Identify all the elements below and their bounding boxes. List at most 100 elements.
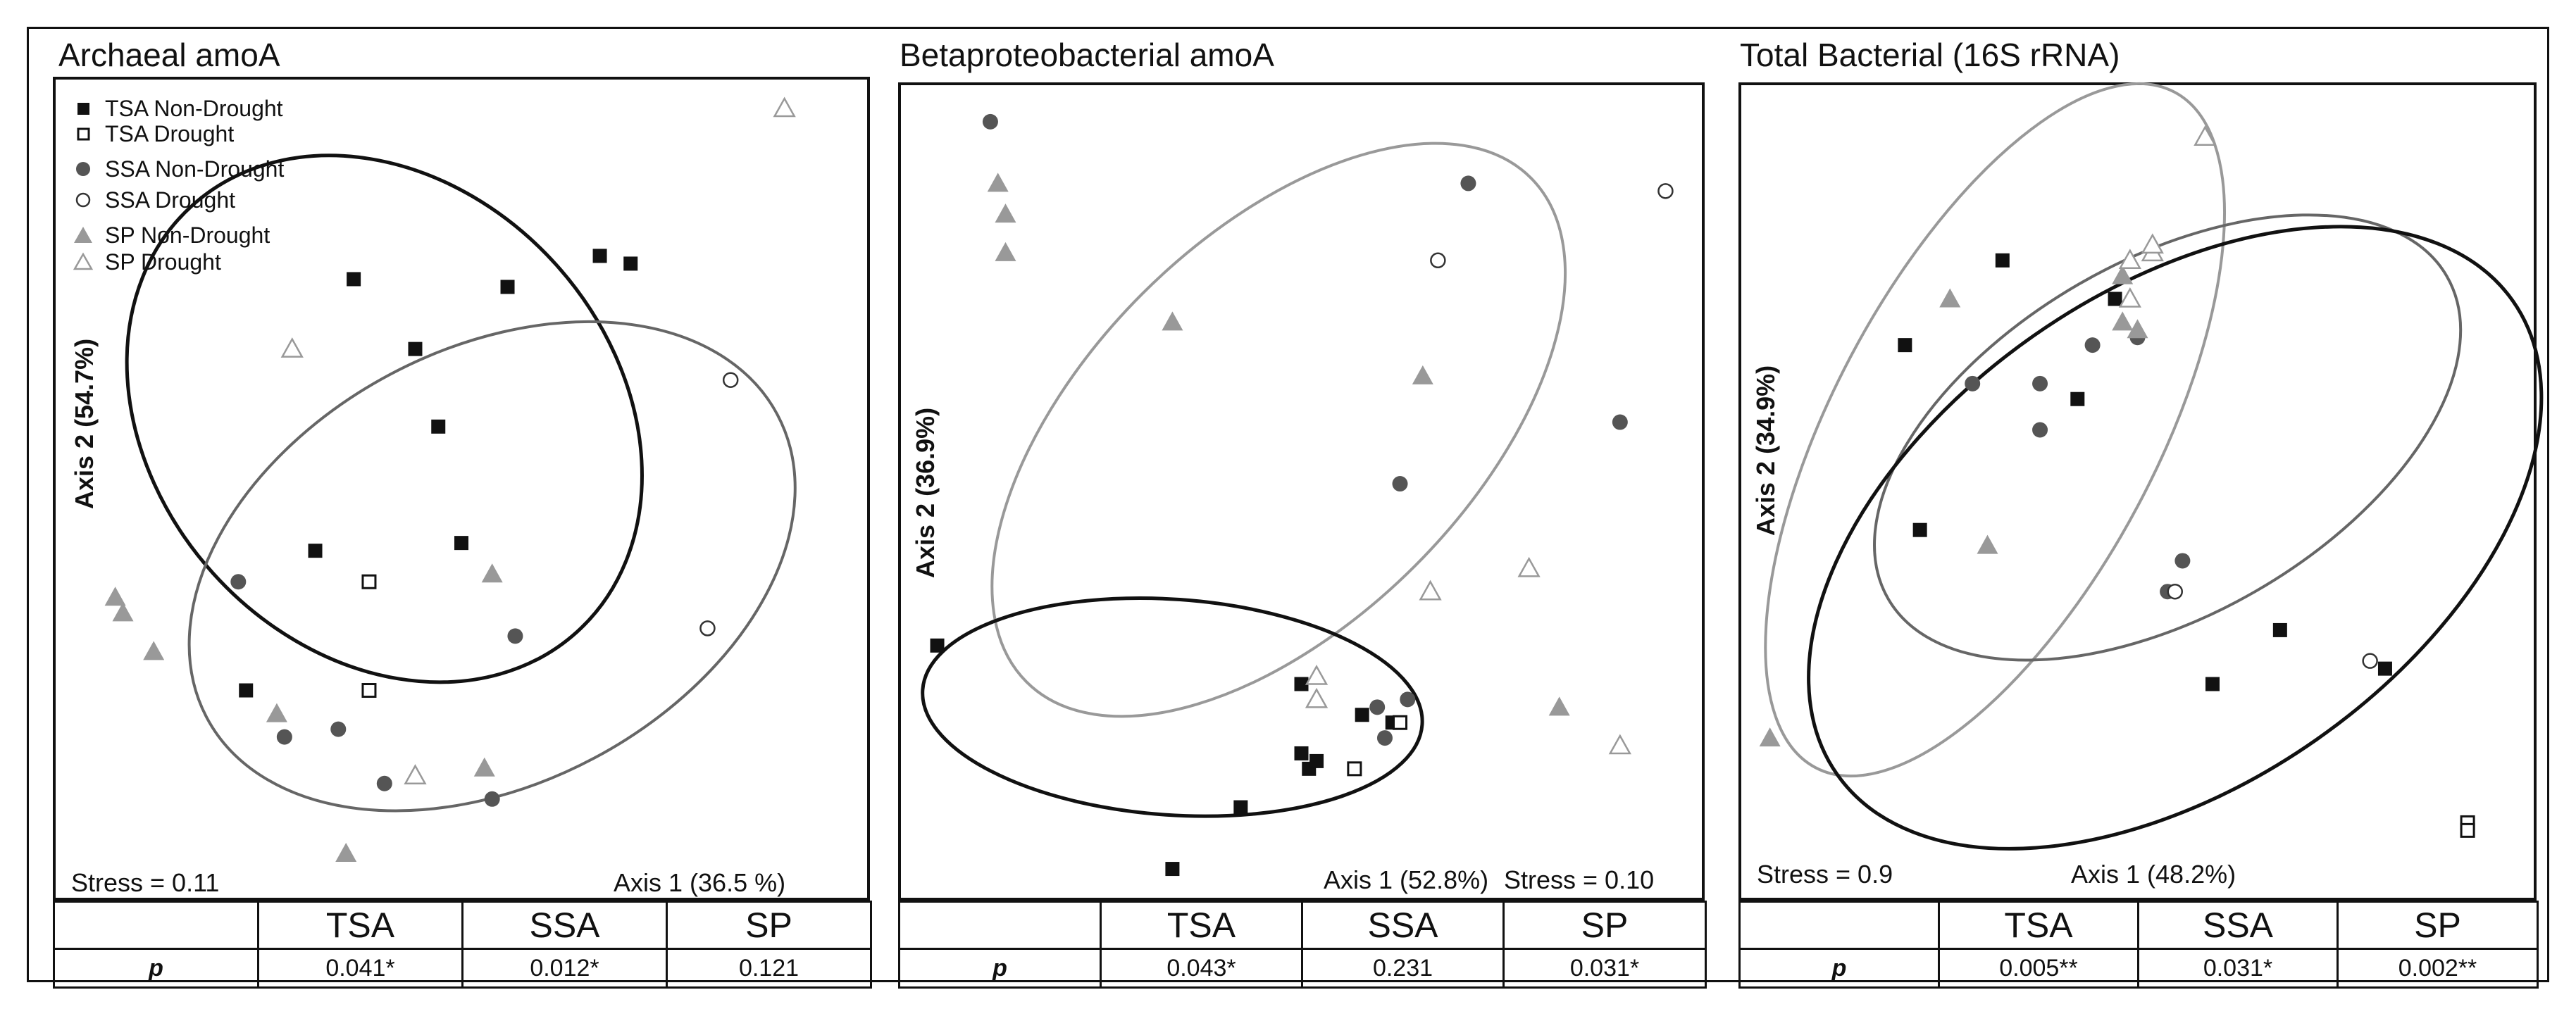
- table-header-ssa: SSA: [1301, 901, 1505, 950]
- legend-item-ssa-nondrought: SSA Non-Drought: [73, 154, 284, 184]
- data-point: [2118, 249, 2141, 270]
- data-point: [404, 764, 427, 784]
- table-header-tsa: TSA: [257, 901, 463, 950]
- data-point: [1233, 800, 1248, 815]
- legend-item-tsa-nondrought: TSA Non-Drought: [73, 94, 284, 123]
- series-tsa-non-drought: [239, 249, 638, 698]
- x-axis-label: Axis 1 (48.2%): [2071, 860, 2236, 889]
- data-point: [361, 683, 377, 698]
- x-axis-label: Axis 1 (36.5 %): [614, 868, 786, 897]
- data-point: [2194, 125, 2217, 146]
- data-point: [143, 641, 165, 660]
- data-point: [1400, 691, 1416, 708]
- data-point: [2032, 422, 2048, 438]
- series-tsa-drought: [361, 574, 377, 698]
- p-label: p: [1738, 948, 1940, 989]
- legend-item-sp-drought: SP Drought: [73, 247, 284, 277]
- legend-label: SP Non-Drought: [105, 223, 270, 248]
- data-point: [376, 775, 392, 791]
- y-axis-label: Axis 2 (34.9%): [1751, 365, 1780, 536]
- data-point: [1309, 753, 1324, 768]
- data-point: [1355, 708, 1369, 722]
- data-point: [1430, 252, 1446, 269]
- data-point: [1977, 534, 1998, 554]
- table-header-tsa: TSA: [1938, 901, 2139, 950]
- p-value-ssa: 0.231: [1301, 948, 1505, 989]
- data-point: [330, 721, 347, 737]
- data-point: [982, 113, 998, 130]
- p-value-tsa: 0.005**: [1938, 948, 2139, 989]
- p-value-tsa: 0.043*: [1100, 948, 1303, 989]
- data-point: [507, 628, 523, 644]
- data-point: [1995, 253, 2010, 268]
- data-point: [2108, 292, 2122, 306]
- data-point: [2205, 677, 2220, 691]
- data-point: [1294, 746, 1309, 760]
- series-sp-non-drought: [987, 173, 1570, 716]
- data-point: [2362, 653, 2378, 669]
- data-point: [361, 574, 377, 589]
- data-point: [1305, 687, 1329, 708]
- data-point: [2032, 375, 2048, 391]
- series-ssa-non-drought: [230, 574, 523, 807]
- circle-filled-icon: [76, 162, 90, 176]
- legend-item-sp-nondrought: SP Non-Drought: [73, 220, 284, 250]
- data-point: [481, 563, 503, 583]
- data-point: [500, 280, 515, 294]
- ellipse-sp: [990, 142, 1567, 718]
- data-point: [1369, 699, 1386, 715]
- data-point: [484, 791, 500, 807]
- square-open-icon: [77, 127, 90, 141]
- table-corner: [53, 901, 259, 950]
- series-sp-drought: [1305, 556, 1631, 755]
- data-point: [1912, 522, 1927, 537]
- p-value-tsa: 0.041*: [257, 948, 463, 989]
- data-point: [592, 249, 607, 263]
- table-header-sp: SP: [1502, 901, 1707, 950]
- data-point: [773, 96, 796, 118]
- legend-label: SSA Drought: [105, 187, 235, 213]
- data-point: [1548, 696, 1570, 716]
- data-point: [2460, 822, 2475, 838]
- p-label: p: [53, 948, 259, 989]
- data-point: [1460, 175, 1476, 192]
- y-axis-label: Axis 2 (36.9%): [911, 407, 940, 578]
- table-header-ssa: SSA: [2137, 901, 2339, 950]
- data-point: [623, 256, 638, 271]
- ellipse-tsa: [1807, 225, 2544, 851]
- data-point: [930, 638, 945, 653]
- data-point: [699, 620, 716, 637]
- data-point: [1347, 761, 1362, 777]
- data-point: [2084, 337, 2101, 353]
- stress-label: Stress = 0.10: [1504, 865, 1655, 894]
- series-tsa-drought: [2460, 815, 2475, 838]
- series-ssa-drought: [1430, 183, 1674, 269]
- ellipse-ssa: [187, 320, 797, 813]
- panel-title: Betaproteobacterial amoA: [900, 37, 1274, 73]
- x-axis-label: Axis 1 (52.8%): [1324, 865, 1489, 894]
- ellipse-tsa: [125, 153, 644, 684]
- plot-area: Axis 2 (34.9%) Stress = 0.9 Axis 1 (48.2…: [1738, 82, 2544, 901]
- p-value-ssa: 0.031*: [2137, 948, 2339, 989]
- p-value-sp: 0.031*: [1502, 948, 1707, 989]
- data-point: [1965, 375, 1981, 391]
- data-point: [1759, 727, 1781, 747]
- data-point: [1294, 677, 1309, 691]
- data-point: [104, 587, 126, 606]
- table-header-sp: SP: [666, 901, 872, 950]
- table-header-sp: SP: [2337, 901, 2539, 950]
- series-tsa-drought: [1347, 715, 1408, 777]
- p-value-table: TSA SSA SP p 0.005** 0.031* 0.002**: [1738, 901, 2539, 989]
- table-corner: [898, 901, 1102, 950]
- data-point: [2167, 583, 2183, 600]
- data-point: [1393, 715, 1408, 730]
- series-sp-non-drought: [104, 563, 503, 862]
- data-point: [1939, 288, 1961, 308]
- series-ssa-non-drought: [1965, 330, 2191, 600]
- scatter-svg: [104, 96, 797, 862]
- data-point: [280, 337, 304, 358]
- data-point: [1162, 311, 1183, 331]
- table-header-ssa: SSA: [461, 901, 668, 950]
- series-sp-drought: [2118, 125, 2217, 308]
- figure-frame: Archaeal amoA TSA Non-Drought TSA Drough…: [27, 27, 2549, 989]
